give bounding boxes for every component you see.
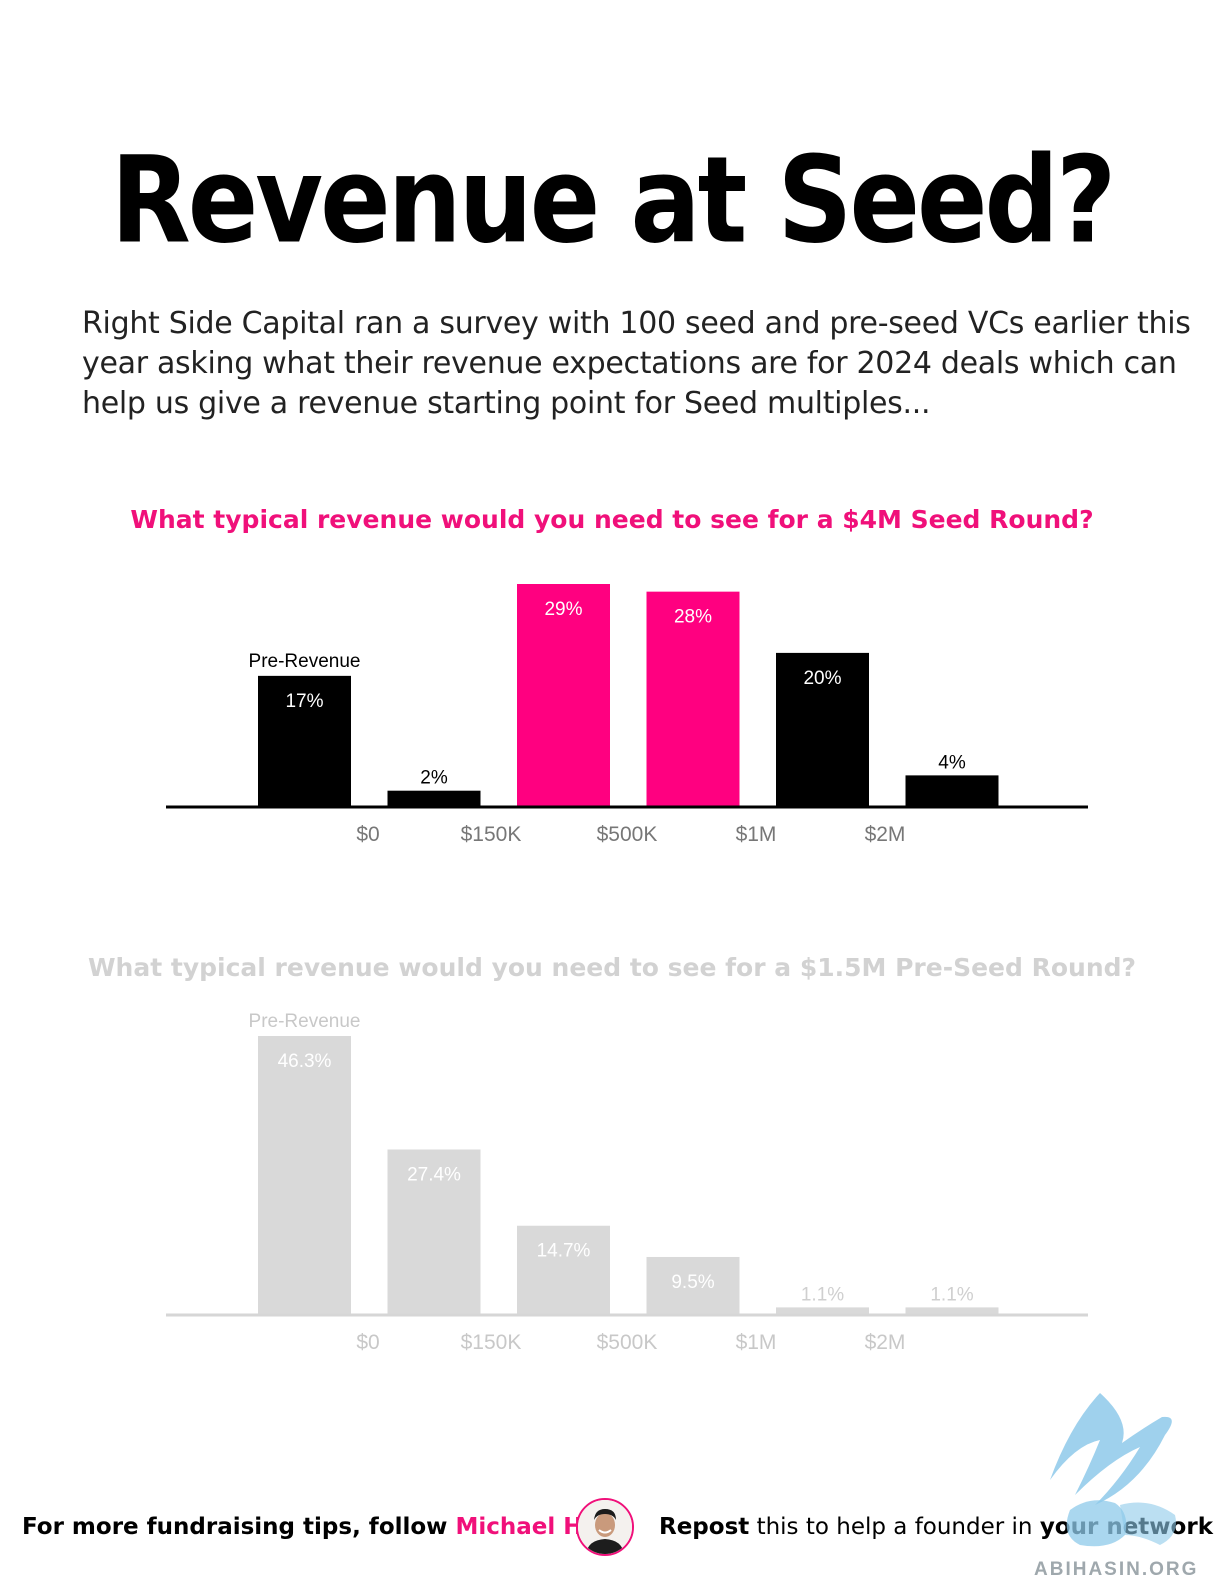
bar-value-label: 4% xyxy=(938,752,966,773)
bar-value-label: 1.1% xyxy=(801,1284,844,1305)
follow-cta: For more fundraising tips, follow Michae… xyxy=(22,1514,598,1540)
bar-value-label: 17% xyxy=(285,691,323,712)
bar-0-5 xyxy=(905,775,999,806)
bar-value-label: 29% xyxy=(544,599,582,620)
x-tick-label: $500K xyxy=(597,1331,658,1354)
eagle-watermark-logo: ABIHASIN.ORG xyxy=(1034,1393,1198,1580)
pre-seed-round-bar-chart: 46.3% Pre-Revenue 27.4% 14.7% 9.5% 1.1% 1.1% $0… xyxy=(166,1011,1088,1354)
bar-1-2 xyxy=(517,1225,610,1314)
x-tick-label: $2M xyxy=(865,823,906,846)
follow-text: For more fundraising tips, follow xyxy=(22,1514,456,1540)
x-tick-label: $1M xyxy=(736,1331,777,1354)
pre-seed-chart-title: What typical revenue would you need to s… xyxy=(87,953,1137,982)
x-tick-label: $2M xyxy=(865,1331,906,1354)
bar-1-0 xyxy=(258,1036,351,1314)
bar-value-label: 27.4% xyxy=(407,1164,461,1185)
bar-1-3 xyxy=(646,1256,740,1314)
bar-1-4 xyxy=(776,1307,869,1314)
repost-middle-text: this to help a founder in xyxy=(749,1514,1040,1540)
bar-value-label: 20% xyxy=(803,668,841,689)
x-tick-label: $500K xyxy=(597,823,658,846)
bar-1-5 xyxy=(905,1307,999,1314)
x-tick-label: $1M xyxy=(736,823,777,846)
avatar-portrait-icon xyxy=(578,1500,632,1554)
bar-value-label: 46.3% xyxy=(278,1051,332,1072)
pre-revenue-label: Pre-Revenue xyxy=(249,1011,361,1032)
author-avatar[interactable] xyxy=(576,1498,634,1556)
bar-value-label: 14.7% xyxy=(537,1241,591,1262)
bar-value-label: 1.1% xyxy=(930,1284,973,1305)
author-name-link[interactable]: Michael Ho xyxy=(455,1514,599,1540)
seed-round-bar-chart: 17% Pre-Revenue 2% 29% 28% 20% 4% $0 $150K $500K $… xyxy=(166,584,1088,846)
bar-0-3 xyxy=(646,591,740,806)
bar-0-1 xyxy=(387,790,481,806)
x-tick-label: $0 xyxy=(356,1331,379,1354)
x-tick-label: $150K xyxy=(461,1331,522,1354)
bar-value-label: 2% xyxy=(420,768,448,789)
page-title: Revenue at Seed? xyxy=(110,130,1117,271)
bar-1-1 xyxy=(387,1149,481,1314)
bar-0-0 xyxy=(258,675,351,806)
seed-chart-title: What typical revenue would you need to s… xyxy=(130,505,1094,534)
x-tick-label: $0 xyxy=(356,823,379,846)
bar-0-4 xyxy=(776,652,869,806)
bar-0-2 xyxy=(517,584,610,806)
pre-revenue-label: Pre-Revenue xyxy=(249,651,361,672)
watermark-text: ABIHASIN.ORG xyxy=(1034,1559,1198,1580)
bar-value-label: 9.5% xyxy=(671,1272,714,1293)
x-tick-label: $150K xyxy=(461,823,522,846)
intro-paragraph: Right Side Capital ran a survey with 100… xyxy=(82,306,1191,421)
repost-word: Repost xyxy=(659,1514,750,1540)
bar-value-label: 28% xyxy=(674,607,712,628)
